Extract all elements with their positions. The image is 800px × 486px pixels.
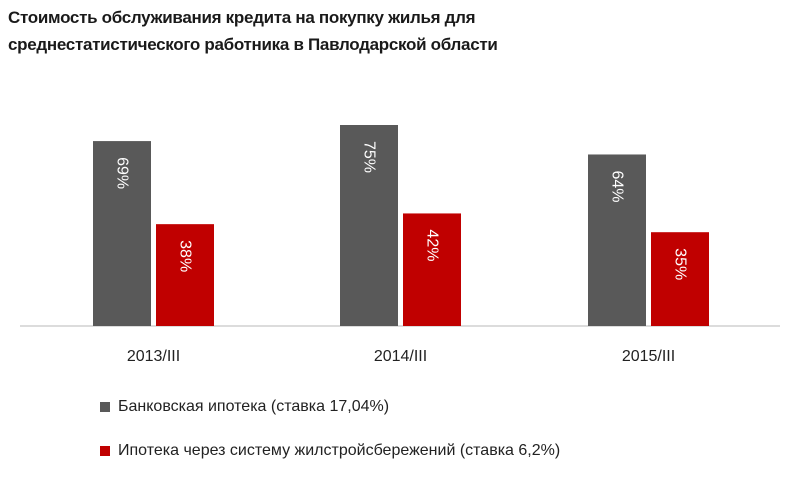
data-label: 64% <box>609 170 626 202</box>
bar <box>651 232 709 326</box>
data-label: 75% <box>361 141 378 173</box>
legend-item-bank-mortgage: Банковская ипотека (ставка 17,04%) <box>100 398 389 416</box>
legend-item-savings-mortgage: Ипотека через систему жилстройсбережений… <box>100 442 560 460</box>
chart-title-line-2: среднестатистического работника в Павлод… <box>8 35 498 54</box>
legend-label: Банковская ипотека (ставка 17,04%) <box>118 398 390 415</box>
data-label: 35% <box>672 248 689 280</box>
bar <box>156 224 214 326</box>
chart-title-line-1: Стоимость обслуживания кредита на покупк… <box>8 8 476 27</box>
chart-title: Стоимость обслуживания кредита на покупк… <box>8 4 498 58</box>
legend-swatch-red <box>100 446 110 456</box>
data-label: 69% <box>114 157 131 189</box>
bar <box>93 141 151 326</box>
bar <box>403 213 461 326</box>
legend-label: Ипотека через систему жилстройсбережений… <box>118 442 561 459</box>
legend-swatch-gray <box>100 402 110 412</box>
bar <box>588 154 646 326</box>
bar <box>340 125 398 326</box>
data-label: 42% <box>424 229 441 261</box>
data-label: 38% <box>177 240 194 272</box>
category-label: 2013/III <box>127 348 180 365</box>
category-label: 2014/III <box>374 348 427 365</box>
category-label: 2015/III <box>622 348 675 365</box>
